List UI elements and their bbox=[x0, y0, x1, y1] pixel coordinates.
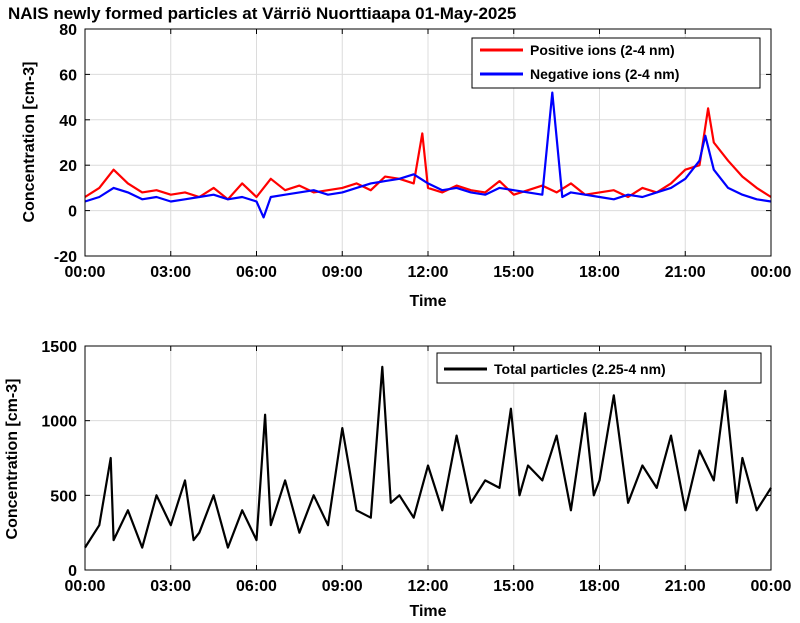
y-tick-label: 1500 bbox=[41, 339, 77, 356]
x-tick-label: 00:00 bbox=[751, 578, 792, 595]
legend-label: Total particles (2.25-4 nm) bbox=[494, 361, 666, 377]
x-tick-label: 09:00 bbox=[322, 578, 363, 595]
x-tick-label: 03:00 bbox=[150, 264, 191, 281]
y-tick-label: 40 bbox=[59, 113, 77, 130]
x-tick-label: 21:00 bbox=[665, 264, 706, 281]
x-tick-label: 03:00 bbox=[150, 578, 191, 595]
series-line-1 bbox=[84, 91, 772, 219]
bottom-y-axis-label: Concentration [cm-3] bbox=[4, 379, 21, 540]
x-tick-label: 00:00 bbox=[751, 264, 792, 281]
x-tick-label: 18:00 bbox=[579, 264, 620, 281]
x-tick-label: 15:00 bbox=[493, 578, 534, 595]
legend-box bbox=[436, 352, 762, 384]
legend-label: Positive ions (2-4 nm) bbox=[530, 42, 675, 58]
bottom-x-axis-label: Time bbox=[409, 603, 446, 620]
y-tick-label: 20 bbox=[59, 158, 77, 175]
y-tick-label: 0 bbox=[68, 204, 77, 221]
y-tick-label: 0 bbox=[68, 563, 77, 580]
series-line-0 bbox=[84, 107, 772, 201]
top-panel: Concentration [cm-3] Time 00:00 03:00 06:0… bbox=[21, 22, 792, 310]
y-tick-label: 500 bbox=[50, 488, 77, 505]
y-tick-label: 80 bbox=[59, 22, 77, 39]
x-tick-label: 12:00 bbox=[408, 264, 449, 281]
series-line-0 bbox=[84, 365, 772, 549]
x-tick-label: 00:00 bbox=[65, 264, 106, 281]
x-tick-label: 06:00 bbox=[236, 264, 277, 281]
x-tick-label: 00:00 bbox=[65, 578, 106, 595]
y-tick-label: 60 bbox=[59, 67, 77, 84]
y-tick-label: -20 bbox=[54, 249, 77, 266]
x-tick-label: 12:00 bbox=[408, 578, 449, 595]
x-tick-label: 15:00 bbox=[493, 264, 534, 281]
x-tick-label: 06:00 bbox=[236, 578, 277, 595]
chart-title: NAIS newly formed particles at Värriö Nu… bbox=[8, 4, 516, 23]
legend: Positive ions (2-4 nm) Negative ions (2-4… bbox=[471, 37, 761, 89]
legend: Total particles (2.25-4 nm) bbox=[436, 352, 762, 384]
bottom-panel: Concentration [cm-3] Time 00:00 03:00 06:0… bbox=[4, 339, 792, 620]
legend-label: Negative ions (2-4 nm) bbox=[530, 66, 679, 82]
top-y-axis-label: Concentration [cm-3] bbox=[21, 62, 38, 223]
top-x-axis-label: Time bbox=[409, 293, 446, 310]
x-tick-label: 09:00 bbox=[322, 264, 363, 281]
x-tick-label: 18:00 bbox=[579, 578, 620, 595]
x-tick-label: 21:00 bbox=[665, 578, 706, 595]
legend-box bbox=[471, 37, 761, 89]
y-tick-label: 1000 bbox=[41, 414, 77, 431]
